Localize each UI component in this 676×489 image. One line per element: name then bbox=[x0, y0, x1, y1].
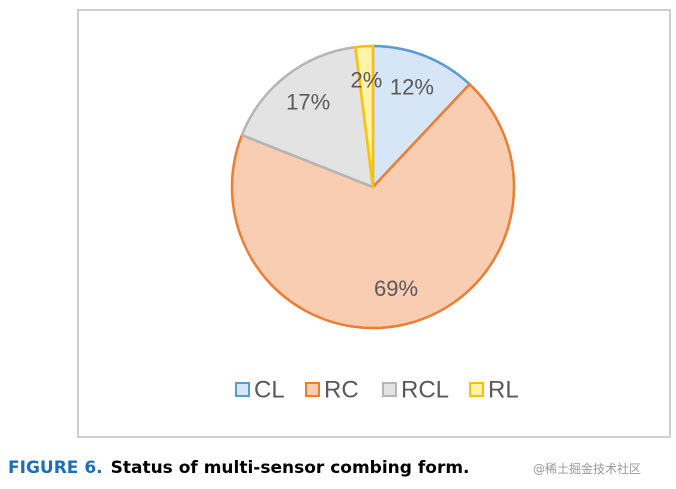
legend-swatch bbox=[305, 382, 320, 397]
data-label: 12% bbox=[390, 74, 434, 99]
legend-label: CL bbox=[254, 376, 285, 403]
pie-slice bbox=[240, 45, 375, 189]
pie-slice bbox=[371, 44, 471, 189]
chart: 12% 69% 17% 2% CL RC RCL RL bbox=[77, 9, 671, 438]
caption: FIGURE 6. Status of multi-sensor combing … bbox=[8, 458, 470, 478]
caption-label: FIGURE 6. bbox=[8, 458, 103, 478]
legend-label: RL bbox=[488, 376, 519, 403]
legend-swatch bbox=[469, 382, 484, 397]
legend-label: RCL bbox=[401, 376, 449, 403]
pie-slice bbox=[230, 82, 516, 330]
legend-label: RC bbox=[324, 376, 359, 403]
pie-slice bbox=[354, 44, 375, 189]
legend-swatch bbox=[382, 382, 397, 397]
watermark: @稀土掘金技术社区 bbox=[533, 462, 642, 476]
data-label: 2% bbox=[350, 67, 382, 92]
data-label: 69% bbox=[374, 276, 418, 301]
data-label: 17% bbox=[286, 89, 330, 114]
caption-text: Status of multi-sensor combing form. bbox=[110, 458, 470, 478]
legend-swatch bbox=[235, 382, 250, 397]
